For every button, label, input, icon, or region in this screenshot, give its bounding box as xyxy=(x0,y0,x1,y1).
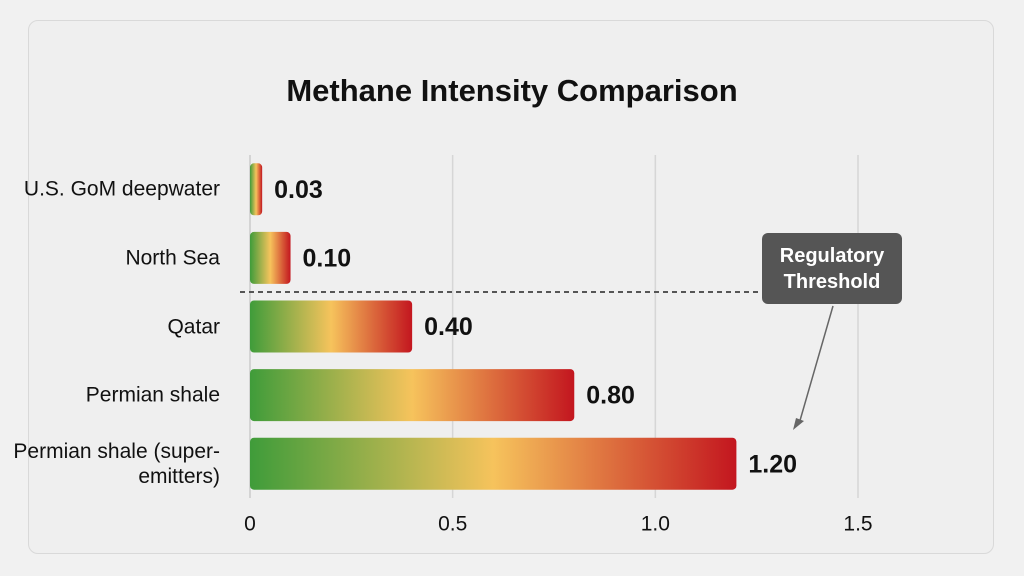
value-label: 0.80 xyxy=(586,382,635,410)
chart-title: Methane Intensity Comparison xyxy=(286,73,737,108)
category-label: Permian shale xyxy=(85,383,220,407)
category-label: Qatar xyxy=(167,315,220,338)
value-label: 1.20 xyxy=(748,450,797,478)
arrow xyxy=(798,305,834,425)
value-label: 0.03 xyxy=(274,176,323,204)
category-label: North Sea xyxy=(125,246,220,270)
bar xyxy=(250,231,291,284)
value-label: 0.10 xyxy=(303,245,352,273)
category-label: U.S. GoM deepwater xyxy=(23,177,220,201)
bar xyxy=(250,300,413,353)
bar xyxy=(250,369,575,422)
value-label: 0.40 xyxy=(424,313,473,341)
arrow-head xyxy=(793,418,804,430)
x-tick-label: 1.5 xyxy=(843,513,872,536)
bar xyxy=(250,163,263,216)
x-tick-label: 0 xyxy=(244,513,256,536)
bar xyxy=(250,437,737,490)
x-tick-label: 1.0 xyxy=(641,513,670,536)
category-label: Permian shale (super-emitters) xyxy=(13,439,220,488)
annotation: Regulatory Threshold xyxy=(762,233,902,304)
x-tick-label: 0.5 xyxy=(438,513,467,536)
